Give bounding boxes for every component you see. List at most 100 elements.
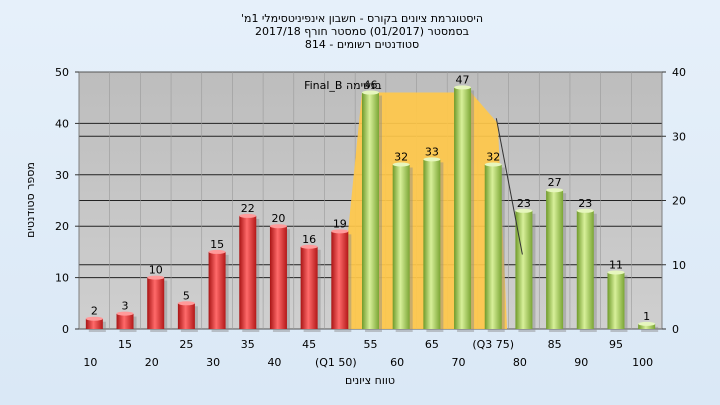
bar-top (147, 275, 165, 280)
x-tick-85: 85 (548, 338, 562, 351)
data-label-75: 32 (486, 151, 500, 164)
bar-65 (423, 159, 441, 329)
y-tick-right-10: 10 (672, 259, 686, 272)
y-tick-left-40: 40 (55, 117, 69, 130)
y-tick-left-50: 50 (55, 66, 69, 79)
chart-title: היסטוגרמת ציונים בקורס - חשבון אינפיניטס… (241, 12, 483, 51)
x-tick-40: 40 (267, 356, 281, 369)
data-label-10: 2 (91, 305, 98, 318)
data-label-50: 19 (333, 217, 347, 230)
bar-55 (362, 92, 379, 329)
bar-90 (576, 210, 594, 329)
bar-top (638, 321, 656, 326)
bar-top (546, 188, 564, 193)
y-tick-right-20: 20 (672, 195, 686, 208)
bar-shadow (641, 326, 659, 332)
bar-50 (331, 231, 349, 329)
bar-20 (147, 277, 165, 329)
data-label-25: 5 (183, 289, 190, 302)
x-axis-ticks: 10 15 20 25 30 35 40 45 (Q1 50) 55 60 65 70 (Q3 75) 80… (83, 338, 653, 369)
bar-top (300, 244, 318, 249)
bar-top (269, 224, 287, 229)
data-label-100: 1 (643, 310, 650, 323)
bar-top (515, 208, 533, 213)
bar-80 (515, 210, 533, 329)
bar-top (484, 162, 502, 167)
data-label-45: 16 (302, 233, 316, 246)
data-label-55: 46 (364, 79, 378, 92)
bar-top (607, 270, 625, 275)
bar-70 (454, 87, 472, 329)
bar-top (362, 90, 379, 95)
data-label-85: 27 (548, 176, 562, 189)
y-tick-left-10: 10 (55, 272, 69, 285)
bar-top (331, 229, 349, 234)
x-tick-25: 25 (179, 338, 193, 351)
bar-top (239, 213, 257, 218)
data-label-20: 10 (149, 264, 163, 277)
bar-40 (269, 226, 287, 329)
y-tick-right-30: 30 (672, 130, 686, 143)
y-tick-left-0: 0 (62, 323, 69, 336)
bar-top (454, 85, 472, 90)
y-tick-right-0: 0 (672, 323, 679, 336)
bar-top (392, 162, 410, 167)
bar-series (85, 85, 659, 332)
bar-100 (638, 323, 656, 329)
y-tick-left-30: 30 (55, 169, 69, 182)
x-tick-10: 10 (83, 356, 97, 369)
bar-75 (484, 164, 502, 329)
data-label-15: 3 (122, 300, 129, 313)
x-tick-55: 55 (364, 338, 378, 351)
y-axis-label: מספר סטודנטים (24, 162, 37, 238)
data-label-65: 33 (425, 145, 439, 158)
x-tick-75: (Q3 75) (472, 338, 514, 351)
x-tick-50: (Q1 50) (315, 356, 357, 369)
x-tick-100: 100 (632, 356, 653, 369)
x-tick-95: 95 (609, 338, 623, 351)
data-label-90: 23 (578, 197, 592, 210)
region-boundary-line (495, 118, 523, 255)
x-tick-45: 45 (302, 338, 316, 351)
annotation-label: Final_B בנשימה (304, 79, 382, 92)
bar-35 (239, 215, 257, 329)
bar-top (423, 157, 441, 162)
x-tick-30: 30 (206, 356, 220, 369)
x-axis-label: טווח ציונים (345, 374, 395, 387)
bar-top (576, 208, 594, 213)
data-label-70: 47 (456, 73, 470, 86)
chart-title-line-1: היסטוגרמת ציונים בקורס - חשבון אינפיניטס… (241, 12, 483, 25)
bar-top (85, 316, 103, 321)
x-tick-20: 20 (145, 356, 159, 369)
y-axis-right-ticks: 0 10 20 30 40 (662, 66, 686, 336)
bar-15 (116, 313, 134, 329)
data-label-80: 23 (517, 197, 531, 210)
x-tick-15: 15 (118, 338, 132, 351)
bar-45 (300, 246, 318, 329)
x-tick-80: 80 (513, 356, 527, 369)
bar-85 (546, 190, 564, 329)
bar-30 (208, 251, 226, 329)
bar-top (116, 311, 134, 316)
x-tick-70: 70 (452, 356, 466, 369)
y-tick-right-40: 40 (672, 66, 686, 79)
y-tick-left-20: 20 (55, 220, 69, 233)
data-label-40: 20 (271, 212, 285, 225)
bar-top (177, 301, 195, 306)
bar-top (208, 249, 226, 254)
data-label-60: 32 (394, 151, 408, 164)
bar-10 (85, 318, 103, 329)
y-axis-left-ticks: 0 10 20 30 40 50 (55, 66, 79, 336)
bar-60 (392, 164, 410, 329)
data-label-95: 11 (609, 258, 623, 271)
data-label-30: 15 (210, 238, 224, 251)
chart-title-line-3: סטודנטים רשומים - 814 (305, 38, 419, 51)
bar-95 (607, 272, 625, 329)
bar-25 (177, 303, 195, 329)
chart-title-line-2: בסמסטר (01/2017) סמסטר חורף 2017/18 (255, 25, 469, 38)
x-tick-65: 65 (425, 338, 439, 351)
x-tick-90: 90 (574, 356, 588, 369)
